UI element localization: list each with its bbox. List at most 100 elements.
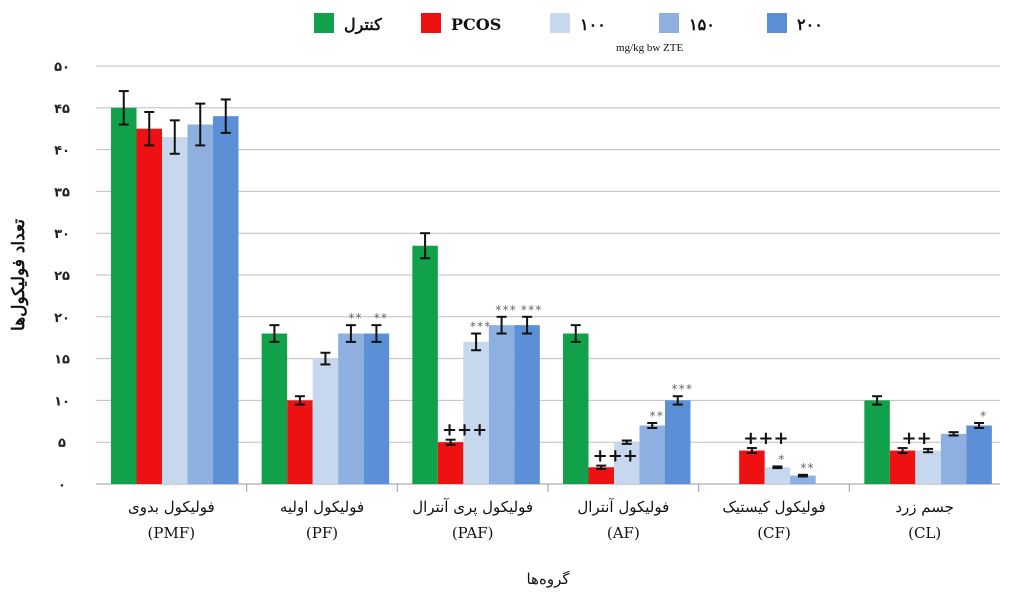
x-category-label: (AF) [607,524,640,542]
error-bar [897,447,908,455]
x-category-label: فولیکول بدوی [128,498,215,516]
significance-mark: * [778,452,785,466]
error-bar [948,431,959,437]
error-bar [797,473,808,478]
significance-mark: ** [649,409,663,423]
y-tick-label: ۱۰ [54,394,70,409]
significance-mark: *** [520,303,542,317]
error-bar [672,395,683,406]
bar [136,128,162,484]
error-bar [294,395,305,406]
error-bar [471,332,482,352]
error-bar [445,438,456,446]
error-bar [772,465,783,470]
bar [739,450,765,484]
x-category-label: (PF) [306,524,338,542]
error-bar [522,315,533,335]
legend-label: PCOS [451,15,501,34]
bar [338,333,364,484]
significance-mark: +++ [743,428,788,449]
error-bar [746,447,757,455]
error-bar [596,464,607,470]
x-category-label: (CF) [757,524,791,542]
error-bar [420,232,431,260]
significance-mark: ** [800,461,814,475]
legend-item: کنترل [314,13,382,35]
bar [312,358,339,484]
legend-item: PCOS [421,13,501,34]
error-bar [169,119,180,155]
bar [488,325,515,484]
bar [665,400,691,484]
legend-label: ۲۰۰ [797,15,823,34]
significance-mark: *** [671,382,693,396]
significance-mark: ++ [901,428,931,449]
error-bar [621,439,632,445]
y-tick-label: ۵۰ [54,60,70,75]
legend-swatch [314,13,334,33]
error-bar [647,421,658,429]
bar [213,116,239,484]
bar [162,137,188,484]
bar [790,475,816,484]
error-bar [371,324,382,343]
bar [614,442,640,484]
bar [940,433,967,484]
bar [514,325,540,484]
error-bar [220,98,231,134]
error-bar [872,395,883,406]
y-axis-label: تعداد فولیکول‌ها [9,219,29,331]
legend: کنترل PCOS ۱۰۰ ۱۵۰ ۲۰۰ [314,13,823,35]
significance-mark: *** [495,303,517,317]
x-category-label: جسم زرد [895,498,954,516]
legend-swatch [659,13,679,33]
error-bar [345,324,356,343]
legend-item: ۱۰۰ [550,13,606,34]
bar [363,333,390,484]
error-bar [570,324,581,343]
x-axis-label: گروه‌ها [526,570,570,588]
bars [111,107,992,485]
bar [187,124,213,485]
legend-unit: mg/kg bw ZTE [616,42,683,54]
bar [563,333,589,484]
y-axis-ticks: ۰ ۵ ۱۰ ۱۵ ۲۰ ۲۵ ۳۰ ۳۵ ۴۰ ۴۵ ۵۰ [54,60,70,493]
error-bar [974,421,985,429]
y-tick-label: ۰ [58,478,66,493]
y-tick-label: ۳۰ [54,227,70,242]
legend-label: کنترل [344,15,382,35]
bar [889,450,916,484]
y-tick-label: ۲۰ [54,311,70,326]
legend-item: ۲۰۰ [767,13,823,34]
bar [437,442,464,484]
bar [261,333,288,484]
bar [463,341,489,484]
bar [966,425,992,484]
x-category-label: فولیکول پری آنترال [412,498,533,516]
error-bar [923,447,934,454]
significance-marks: ** **+++****** ***+++*****+++***++* [348,303,987,475]
x-category-label: فولیکول اولیه [280,498,364,516]
bar [764,467,791,484]
error-bar [320,351,331,366]
x-category-label: (PAF) [452,524,494,542]
legend-swatch [550,13,570,33]
bar [915,450,941,484]
bar [639,425,665,484]
x-category-label: فولیکول آنترال [577,498,669,516]
bar [287,400,313,484]
significance-mark: * [979,409,986,423]
legend-swatch [767,13,787,33]
error-bar [496,315,507,335]
x-axis-categories: فولیکول بدوی (PMF) فولیکول اولیه (PF) فولیکو… [128,484,954,542]
y-tick-label: ۴۵ [54,102,70,117]
error-bar [269,324,280,343]
y-tick-label: ۴۰ [54,144,70,159]
significance-mark: +++ [593,446,638,467]
significance-mark: ** [373,311,387,325]
legend-label: ۱۰۰ [580,15,606,34]
error-bar [118,90,129,126]
x-category-label: (CL) [908,524,941,542]
bar [864,400,890,484]
